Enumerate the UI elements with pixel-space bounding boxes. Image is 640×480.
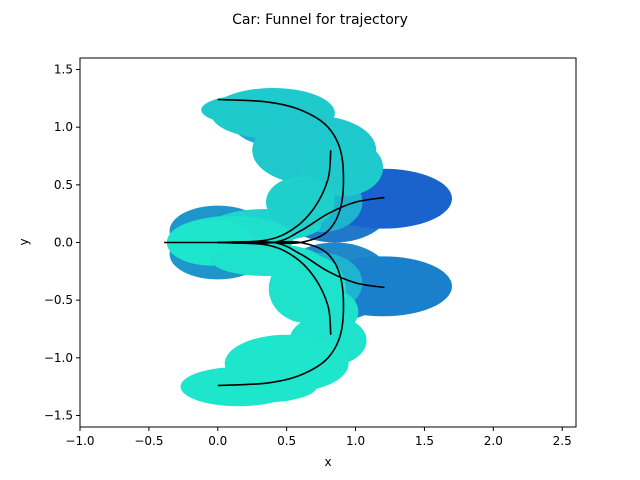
- trajectory-line: [217, 150, 332, 244]
- y-tick-label: 0.0: [54, 236, 73, 250]
- y-axis-label: y: [17, 238, 31, 245]
- funnel-ellipse: [180, 367, 297, 407]
- x-axis-label: x: [324, 455, 331, 469]
- y-tick-label: −0.5: [44, 293, 73, 307]
- x-tick-label: −1.0: [65, 434, 94, 448]
- x-tick-label: 0.0: [208, 434, 227, 448]
- y-tick-label: 1.5: [54, 63, 73, 77]
- y-tick-label: 0.5: [54, 178, 73, 192]
- trajectory-line: [217, 240, 345, 387]
- funnel-ellipse: [266, 176, 335, 228]
- funnel-ellipses: [166, 87, 452, 407]
- x-tick-label: 1.5: [415, 434, 434, 448]
- trajectory-line: [217, 241, 332, 335]
- x-tick-label: 2.5: [553, 434, 572, 448]
- x-tick-label: 2.0: [484, 434, 503, 448]
- trajectory-lines: [164, 98, 385, 387]
- x-tick-label: −0.5: [134, 434, 163, 448]
- x-tick-label: 1.0: [346, 434, 365, 448]
- y-tick-label: −1.5: [44, 408, 73, 422]
- chart-title: Car: Funnel for trajectory: [232, 12, 408, 28]
- x-axis: −1.0 −0.5 0.0 0.5 1.0 1.5 2.0 2.5: [65, 427, 572, 448]
- y-axis: −1.5 −1.0 −0.5 0.0 0.5 1.0 1.5: [44, 63, 80, 422]
- y-tick-label: −1.0: [44, 351, 73, 365]
- y-tick-label: 1.0: [54, 120, 73, 134]
- trajectory-line: [217, 98, 345, 245]
- x-tick-label: 0.5: [277, 434, 296, 448]
